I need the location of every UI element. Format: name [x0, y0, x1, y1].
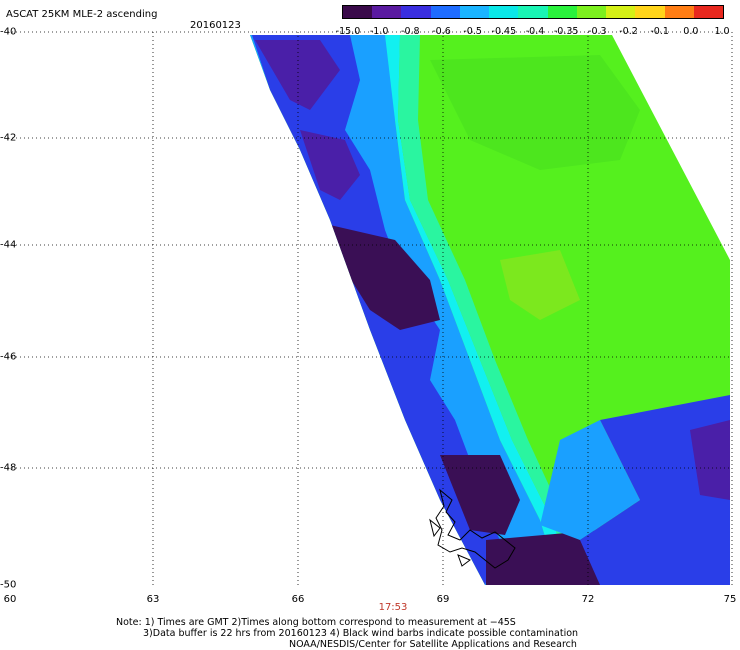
colorbar-swatch — [576, 6, 607, 18]
colorbar-label: -0.2 — [619, 26, 638, 37]
wind-swath — [250, 35, 730, 585]
colorbar-label: 1.0 — [714, 26, 730, 37]
lon-label: 69 — [436, 594, 450, 605]
colorbar-swatch — [372, 6, 402, 18]
purple-patch-east — [690, 420, 730, 500]
note-line-1: Note: 1) Times are GMT 2)Times along bot… — [116, 617, 516, 628]
colorbar-label: -0.3 — [588, 26, 607, 37]
notes: Note: 1) Times are GMT 2)Times along bot… — [116, 617, 578, 650]
colorbar-swatch — [664, 6, 694, 18]
yellow-green-area — [500, 250, 580, 320]
time-label: 17:53 — [378, 602, 408, 613]
dark-purple-patch-west — [330, 225, 440, 330]
colorbar-label: -1.0 — [369, 26, 389, 37]
colorbar-labels: -15.0 -1.0 -0.8 -0.6 -0.5 -0.45 -0.4 -0.35 -0.3 -… — [300, 26, 740, 38]
green-area-north — [430, 55, 640, 170]
colorbar-label: 0.0 — [683, 26, 699, 37]
colorbar-label: -0.5 — [463, 26, 482, 37]
lat-label: -42 — [0, 132, 17, 144]
purple-patch-north — [255, 40, 340, 110]
lon-label: 63 — [146, 594, 160, 605]
colorbar-label: -0.35 — [553, 26, 579, 37]
colorbar-swatch — [635, 6, 665, 18]
lon-label: 60 — [3, 594, 17, 605]
colorbar-swatch — [606, 6, 636, 18]
colorbar-swatch — [693, 6, 724, 18]
dark-purple-patch-bottom — [486, 530, 605, 585]
lat-label: -40 — [0, 26, 17, 38]
colorbar-swatch — [430, 6, 460, 18]
colorbar-swatch — [343, 6, 373, 18]
colorbar-label: -0.4 — [525, 26, 545, 37]
dark-purple-patch-south — [440, 455, 520, 535]
colorbar-swatch — [518, 6, 548, 18]
graticule — [8, 31, 733, 585]
colorbar-swatch — [489, 6, 519, 18]
colorbar-swatch — [401, 6, 431, 18]
colorbar-swatch — [459, 6, 490, 18]
colorbar-label: -0.6 — [432, 26, 451, 37]
light-blue-region-east — [540, 420, 640, 540]
colorbar-label: -0.45 — [491, 26, 517, 37]
lon-label: 72 — [581, 594, 595, 605]
colorbar-swatch — [547, 6, 577, 18]
lat-label: -48 — [0, 462, 17, 474]
lat-label: -44 — [0, 239, 17, 251]
note-line-2: 3)Data buffer is 22 hrs from 20160123 4)… — [143, 628, 579, 639]
product-title: ASCAT 25KM MLE-2 ascending — [6, 9, 158, 20]
lon-label: 66 — [291, 594, 305, 605]
aqua-fringe — [398, 35, 590, 585]
date-label: 20160123 — [190, 20, 241, 31]
colorbar-label: -15.0 — [335, 26, 361, 37]
lat-label: -50 — [0, 579, 17, 591]
coastline-kerguelen — [429, 488, 516, 569]
colorbar-label: -0.1 — [650, 26, 669, 37]
note-line-3: NOAA/NESDIS/Center for Satellite Applica… — [289, 639, 577, 650]
lon-label: 75 — [723, 594, 737, 605]
purple-patch-mid — [300, 130, 360, 200]
colorbar — [342, 5, 724, 19]
colorbar-label: -0.8 — [401, 26, 420, 37]
lat-label: -46 — [0, 351, 17, 363]
